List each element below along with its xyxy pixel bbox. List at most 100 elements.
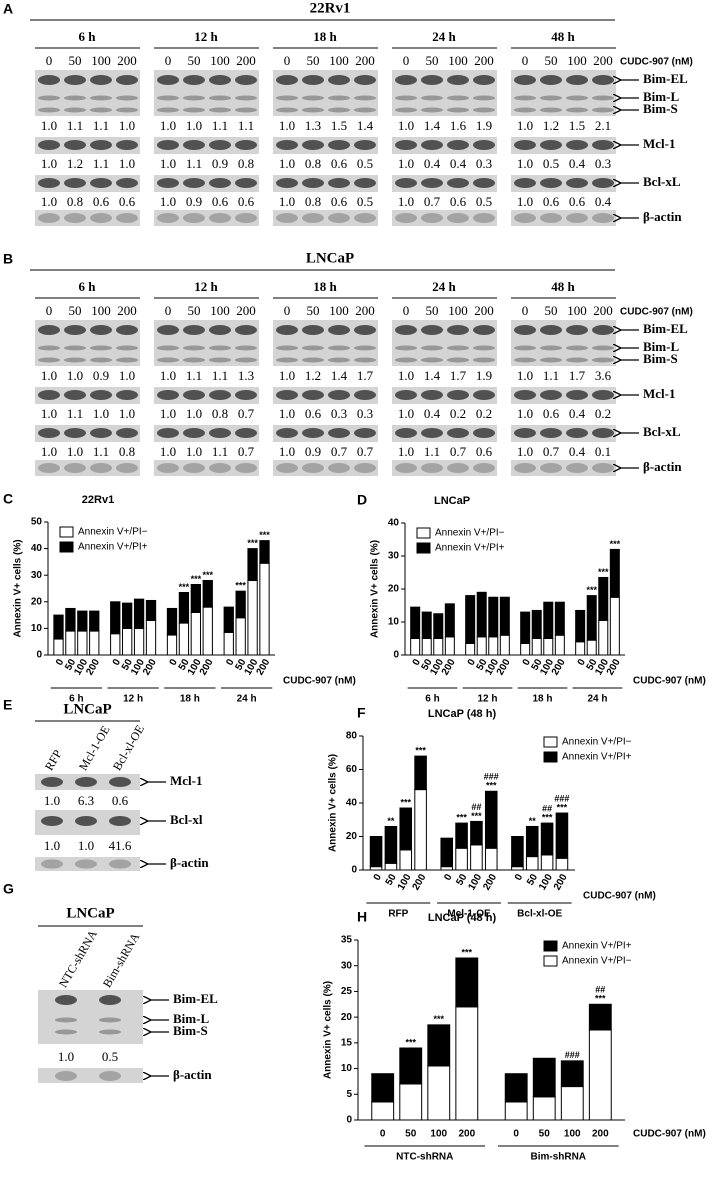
band: [116, 390, 138, 400]
band: [447, 95, 469, 101]
quant: 1.0: [398, 118, 414, 133]
y-tick-label: 40: [388, 518, 400, 529]
bar-segment: [484, 847, 498, 871]
band: [90, 390, 112, 400]
band: [183, 345, 205, 351]
band: [235, 178, 257, 188]
band: [328, 213, 350, 223]
band: [421, 213, 443, 223]
legend-label: Annexin V+/PI+: [562, 941, 632, 952]
y-tick-label: 10: [388, 617, 400, 628]
band: [209, 75, 231, 85]
band: [209, 428, 231, 438]
quant: 1.0: [398, 406, 414, 421]
group-label: NTC-shRNA: [396, 1152, 453, 1163]
quant: 1.0: [517, 118, 533, 133]
y-tick-label: 0: [346, 1115, 352, 1126]
bar-segment: [465, 595, 476, 644]
band: [38, 107, 60, 113]
bar-segment: [410, 638, 421, 656]
significance: **: [387, 816, 395, 826]
quant: 1.0: [119, 156, 135, 171]
band: [566, 463, 588, 473]
band: [566, 345, 588, 351]
group-label: Bcl-xl-OE: [517, 909, 562, 920]
band: [116, 75, 138, 85]
legend-label: Annexin V+/PI+: [435, 543, 505, 554]
quant: 0.7: [331, 444, 348, 459]
x-tick-label: 50: [405, 1129, 417, 1140]
quant: 1.7: [569, 368, 586, 383]
significance: ***: [486, 781, 497, 791]
band: [302, 140, 324, 150]
band: [473, 107, 495, 113]
quant: 1.7: [450, 368, 467, 383]
bar-segment: [384, 862, 398, 871]
bar-segment: [77, 630, 88, 656]
band: [116, 463, 138, 473]
lane-label: Bcl-xl-OE: [110, 723, 147, 773]
band-label: β-actin: [643, 459, 682, 474]
x-tick-label: 50: [539, 1129, 551, 1140]
x-tick-label: 50: [525, 872, 540, 888]
band: [473, 390, 495, 400]
band-label: Mcl-1: [643, 386, 675, 401]
time-label: 24 h: [432, 29, 456, 44]
quant: 1.1: [212, 368, 228, 383]
band: [64, 357, 86, 363]
bar-segment: [178, 622, 190, 656]
quant: 1.2: [543, 118, 559, 133]
band: [116, 357, 138, 363]
significance: ##: [471, 802, 481, 812]
quant: 1.1: [424, 444, 440, 459]
band: [328, 428, 350, 438]
lane-label: Mcl-1-OE: [76, 723, 113, 773]
group-label: 18 h: [532, 694, 552, 705]
bar-segment: [433, 638, 444, 656]
bar-segment: [444, 636, 455, 656]
time-label: 24 h: [432, 279, 456, 294]
quant: 1.4: [424, 118, 441, 133]
band: [209, 95, 231, 101]
bar-segment: [525, 825, 539, 858]
x-tick-label: 100: [430, 1129, 447, 1140]
band: [209, 463, 231, 473]
quant: 0.3: [331, 406, 347, 421]
x-tick-label: 0: [513, 872, 526, 883]
quant: 0.6: [331, 194, 348, 209]
band: [90, 428, 112, 438]
x-tick-label: 0: [466, 657, 479, 668]
quant: 1.1: [238, 118, 254, 133]
dose-label: 0: [403, 303, 410, 318]
quant: 1.0: [44, 838, 60, 853]
band: [75, 816, 97, 826]
bar-segment: [259, 562, 270, 656]
band: [514, 357, 536, 363]
quant: 0.5: [476, 194, 492, 209]
blot-strip: [273, 460, 378, 476]
x-tick-label: 50: [530, 657, 545, 673]
blot-strip: [35, 387, 140, 404]
bar-segment: [53, 614, 64, 640]
band: [328, 140, 350, 150]
quant: 1.0: [279, 118, 295, 133]
band: [276, 95, 298, 101]
bar-segment: [202, 606, 213, 656]
dose-label: 0: [165, 53, 172, 68]
band: [183, 463, 205, 473]
blot-strip: [154, 210, 259, 226]
dose-label: 50: [307, 303, 320, 318]
quant: 1.0: [119, 118, 135, 133]
bar-segment: [166, 634, 178, 656]
bar-segment: [166, 607, 178, 636]
y-tick-label: 15: [341, 1037, 353, 1048]
quant: 1.9: [476, 368, 492, 383]
bar-segment: [433, 613, 444, 639]
dose-label: 50: [69, 303, 82, 318]
bar-segment: [178, 591, 190, 624]
blot-strip: [154, 387, 259, 404]
dose-unit: CUDC-907 (nM): [620, 307, 693, 318]
dose-unit: CUDC-907 (nM): [620, 57, 693, 68]
x-tick-label: 200: [84, 657, 102, 677]
significance: ***: [595, 994, 606, 1004]
